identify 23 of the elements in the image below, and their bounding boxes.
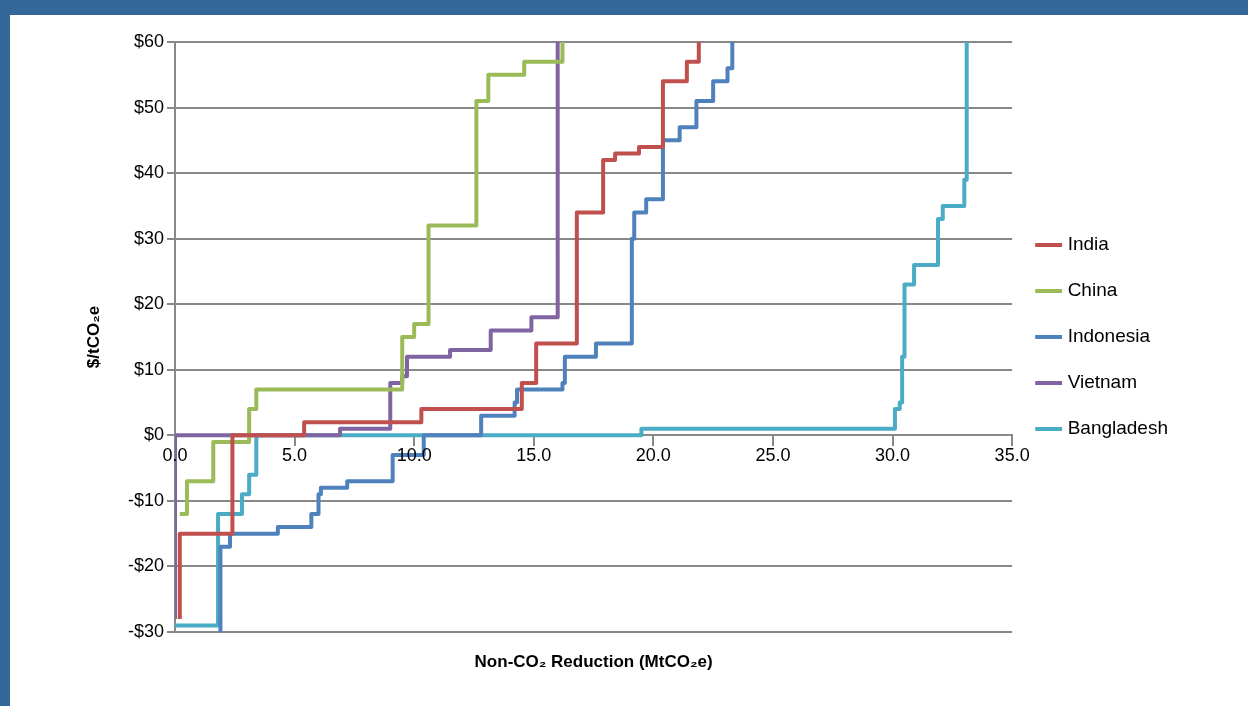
legend-label: Vietnam <box>1067 371 1137 393</box>
x-axis-title: Non-CO₂ Reduction (MtCO₂e) <box>474 651 713 671</box>
legend-label: Indonesia <box>1067 325 1151 347</box>
x-tick-label: 15.0 <box>516 445 552 466</box>
x-tick-label: 35.0 <box>994 445 1030 466</box>
x-tick-label: 30.0 <box>875 445 911 466</box>
y-tick-label: $40 <box>133 162 164 183</box>
x-tick-label: 20.0 <box>635 445 671 466</box>
y-tick-label: $20 <box>133 293 164 314</box>
y-tick-label: $30 <box>133 227 164 248</box>
y-tick-label: $60 <box>133 30 164 51</box>
x-tick-label: 25.0 <box>755 445 791 466</box>
y-tick-label: -$10 <box>127 489 164 510</box>
legend-label: India <box>1067 233 1110 255</box>
y-tick-label: $10 <box>133 358 164 379</box>
y-tick-label: -$30 <box>127 620 164 641</box>
legend-label: China <box>1067 279 1118 301</box>
y-axis-title: $/tCO₂e <box>83 305 103 369</box>
legend-label: Bangladesh <box>1067 417 1169 439</box>
y-tick-label: -$20 <box>127 555 164 576</box>
x-tick-label: 5.0 <box>282 445 308 466</box>
y-tick-label: $50 <box>133 96 164 117</box>
y-tick-label: $0 <box>143 424 164 445</box>
